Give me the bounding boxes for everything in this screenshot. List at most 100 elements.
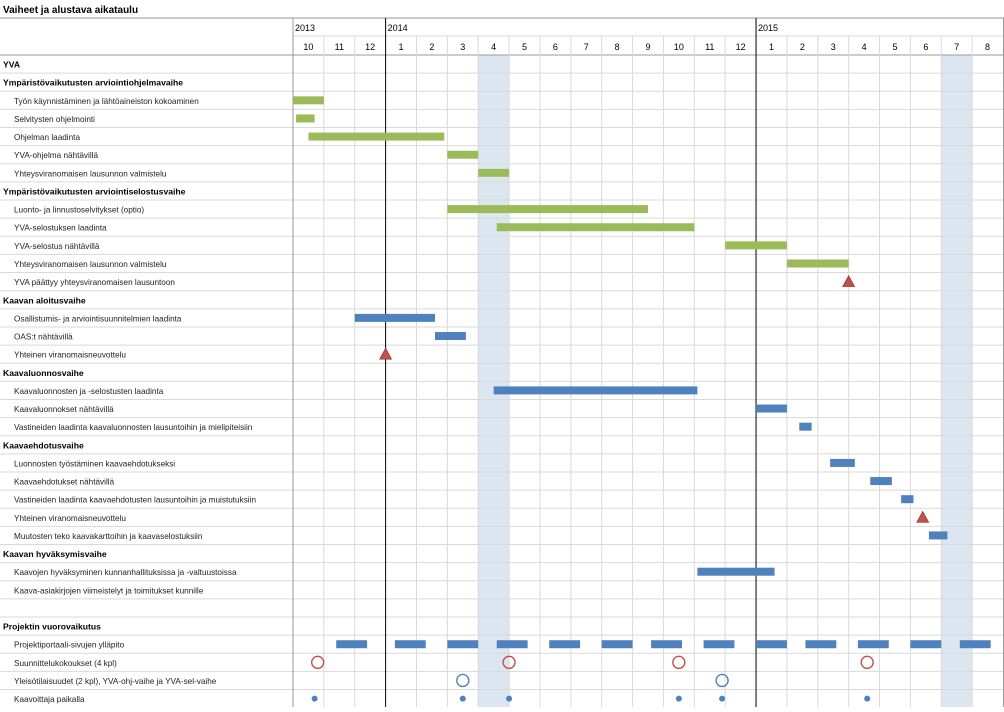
public-event-circle	[456, 673, 470, 688]
month-label: 2	[800, 42, 805, 52]
month-label: 12	[365, 42, 375, 52]
task-label: Yhteysviranomaisen lausunnon valmistelu	[14, 169, 167, 178]
task-label: Luonnosten työstäminen kaavaehdotukseksi	[14, 459, 175, 468]
presence-dot	[311, 695, 318, 702]
task-bar	[478, 168, 510, 177]
year-label: 2013	[295, 23, 315, 33]
month-label: 6	[923, 42, 928, 52]
task-bar	[293, 96, 324, 105]
task-label: Työn käynnistäminen ja lähtöaineiston ko…	[14, 97, 199, 106]
month-label: 10	[674, 42, 684, 52]
task-bar	[857, 640, 889, 649]
month-label: 3	[460, 42, 465, 52]
task-label: Kaavaehdotukset nähtävillä	[14, 478, 115, 487]
task-bar	[447, 150, 479, 159]
presence-dot	[506, 695, 513, 702]
task-label: Kaava-asiakirjojen viimeistelyt ja toimi…	[14, 586, 204, 595]
task-bar	[651, 640, 682, 649]
month-label: 5	[522, 42, 527, 52]
task-bar	[549, 640, 581, 649]
phase-header: Ympäristövaikutusten arviointiselostusva…	[3, 186, 186, 196]
task-bar	[756, 404, 787, 413]
task-bar	[354, 313, 435, 322]
task-label: YVA-ohjelma nähtävillä	[14, 151, 98, 160]
meeting-circle	[672, 655, 686, 670]
task-label: Yhteinen viranomaisneuvottelu	[14, 514, 126, 523]
task-label: Vastineiden laadinta kaavaluonnosten lau…	[14, 423, 253, 432]
task-label: Yhteinen viranomaisneuvottelu	[14, 351, 126, 360]
month-label: 12	[736, 42, 746, 52]
year-label: 2015	[758, 23, 778, 33]
public-event-circle	[715, 673, 729, 688]
month-label: 10	[303, 42, 313, 52]
phase-header: Kaavaluonnosvaihe	[3, 368, 84, 378]
task-bar	[496, 223, 695, 232]
presence-dot	[675, 695, 682, 702]
task-bar	[830, 458, 855, 467]
task-bar	[394, 640, 426, 649]
meeting-circle	[502, 655, 516, 670]
month-label: 1	[399, 42, 404, 52]
task-label: Kaavaluonnosten ja -selostusten laadinta	[14, 387, 164, 396]
chart-title: Vaiheet ja alustava aikataulu	[3, 5, 138, 16]
task-bar	[959, 640, 991, 649]
task-bar	[435, 332, 466, 341]
task-bar	[901, 495, 914, 504]
milestone-triangle	[916, 510, 930, 523]
month-label: 7	[584, 42, 589, 52]
task-bar	[928, 531, 948, 540]
task-bar	[910, 640, 942, 649]
month-label: 8	[615, 42, 620, 52]
presence-dot	[719, 695, 726, 702]
task-bar	[870, 477, 892, 486]
month-label: 4	[862, 42, 867, 52]
phase-header: YVA	[3, 60, 20, 70]
month-label: 3	[831, 42, 836, 52]
phase-header: Kaavaehdotusvaihe	[3, 440, 84, 450]
meeting-circle	[310, 655, 325, 670]
task-bar	[336, 640, 368, 649]
task-label: Kaavojen hyväksyminen kunnanhallituksiss…	[14, 568, 237, 577]
task-label: Ohjelman laadinta	[14, 133, 80, 142]
presence-dot	[864, 695, 871, 702]
task-bar	[786, 259, 849, 268]
task-bar	[703, 640, 735, 649]
task-bar	[447, 640, 479, 649]
month-label: 9	[645, 42, 650, 52]
phase-header: Kaavan hyväksymisvaihe	[3, 549, 107, 559]
year-label: 2014	[388, 23, 408, 33]
task-label: Suunnittelukokoukset (4 kpl)	[14, 659, 117, 668]
month-label: 1	[769, 42, 774, 52]
task-label: OAS:t nähtävillä	[14, 333, 73, 342]
phase-header: Ympäristövaikutusten arviointiohjelmavai…	[3, 78, 183, 88]
task-label: Projektiportaali-sivujen ylläpito	[14, 641, 125, 650]
meeting-circle	[860, 655, 874, 670]
month-label: 4	[491, 42, 496, 52]
phase-header: Projektin vuorovaikutus	[3, 622, 101, 632]
task-bar	[296, 114, 315, 123]
month-label: 7	[954, 42, 959, 52]
task-label: Selvitysten ohjelmointi	[14, 115, 95, 124]
month-label: 11	[705, 42, 714, 52]
task-bar	[496, 640, 528, 649]
task-label: YVA-selostuksen laadinta	[14, 224, 107, 233]
task-label: YVA-selostus nähtävillä	[14, 242, 100, 251]
task-label: Yhteysviranomaisen lausunnon valmistelu	[14, 260, 167, 269]
presence-dot	[459, 695, 466, 702]
task-label: Muutosten teko kaavakarttoihin ja kaavas…	[14, 532, 203, 541]
task-bar	[493, 386, 698, 395]
milestone-triangle	[379, 347, 393, 360]
task-label: YVA päättyy yhteysviranomaisen lausuntoo…	[14, 278, 175, 287]
month-label: 11	[335, 42, 344, 52]
month-label: 2	[429, 42, 434, 52]
month-label: 5	[892, 42, 897, 52]
task-bar	[805, 640, 837, 649]
task-label: Yleisötilaisuudet (2 kpl), YVA-ohj-vaihe…	[14, 677, 217, 686]
task-bar	[756, 640, 787, 649]
month-label: 8	[985, 42, 990, 52]
task-label: Osallistumis- ja arviointisuunnitelmien …	[14, 314, 182, 323]
task-bar	[601, 640, 633, 649]
task-bar	[799, 422, 812, 431]
